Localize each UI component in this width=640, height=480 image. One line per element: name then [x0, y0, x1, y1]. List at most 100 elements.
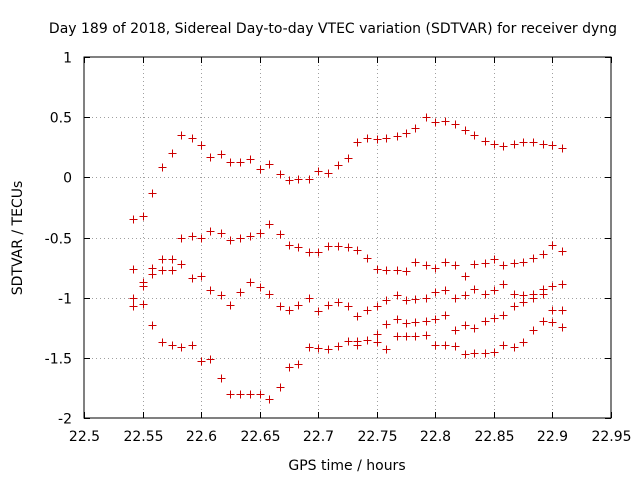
data-point [324, 169, 333, 178]
x-tick-labels: 22.5 22.55 22.6 22.65 22.7 22.75 22.8 22.85 22.9… [69, 429, 632, 445]
data-point [246, 278, 255, 287]
data-point [402, 129, 411, 138]
data-point [265, 290, 274, 299]
data-point [294, 175, 303, 184]
data-point [363, 134, 372, 143]
data-point [344, 154, 353, 163]
data-point [490, 140, 499, 149]
data-point [177, 260, 186, 269]
data-point [481, 137, 490, 146]
data-point [411, 332, 420, 341]
data-point [470, 285, 479, 294]
data-point [344, 302, 353, 311]
data-point [265, 220, 274, 229]
data-point [276, 302, 285, 311]
data-point [510, 140, 519, 149]
data-point [276, 383, 285, 392]
data-point [548, 318, 557, 327]
data-point [519, 138, 528, 147]
y-tick-label: -2 [58, 412, 72, 428]
data-point [276, 170, 285, 179]
series-5 [344, 317, 567, 359]
data-point [548, 306, 557, 315]
data-point [246, 390, 255, 399]
data-point [422, 331, 431, 340]
data-point [353, 246, 362, 255]
data-point [558, 323, 567, 332]
y-tick-label: 0.5 [50, 111, 72, 127]
data-point [411, 318, 420, 327]
x-tick-label: 22.8 [420, 429, 451, 445]
data-point [499, 142, 508, 151]
data-point [314, 344, 323, 353]
data-point [519, 291, 528, 300]
data-point [236, 158, 245, 167]
data-point [334, 342, 343, 351]
data-point [158, 338, 167, 347]
data-point [334, 161, 343, 170]
data-point [393, 315, 402, 324]
data-point [334, 242, 343, 251]
data-point [402, 267, 411, 276]
data-point [510, 343, 519, 352]
data-point [294, 301, 303, 310]
data-point [441, 341, 450, 350]
data-point [499, 261, 508, 270]
x-tick-label: 22.65 [240, 429, 280, 445]
x-axis-label: GPS time / hours [288, 458, 405, 474]
data-point [226, 390, 235, 399]
data-point [461, 350, 470, 359]
data-point [393, 132, 402, 141]
grid-lines [84, 57, 611, 418]
data-point [411, 124, 420, 133]
data-point [158, 163, 167, 172]
data-point [470, 324, 479, 333]
data-point [548, 282, 557, 291]
data-point [226, 301, 235, 310]
data-point [510, 290, 519, 299]
data-point [470, 260, 479, 269]
data-point [285, 306, 294, 315]
data-point [188, 274, 197, 283]
data-point [285, 176, 294, 185]
axis-ticks [84, 57, 612, 419]
data-point [529, 254, 538, 263]
data-point [490, 286, 499, 295]
data-point [206, 355, 215, 364]
data-point [236, 288, 245, 297]
data-point [461, 126, 470, 135]
data-point [411, 258, 420, 267]
data-point [451, 342, 460, 351]
data-point [148, 321, 157, 330]
y-tick-label: -1.5 [45, 352, 72, 368]
series-3 [129, 260, 567, 321]
data-point [139, 212, 148, 221]
data-point [344, 243, 353, 252]
data-point [470, 349, 479, 358]
data-point [168, 341, 177, 350]
data-point [285, 241, 294, 250]
data-point [422, 261, 431, 270]
data-point [373, 302, 382, 311]
data-point [294, 243, 303, 252]
data-point [548, 141, 557, 150]
data-point [217, 150, 226, 159]
y-tick-label: 1 [63, 51, 72, 67]
data-point [539, 317, 548, 326]
data-point [431, 341, 440, 350]
y-tick-label: -0.5 [45, 232, 72, 248]
data-point [510, 259, 519, 268]
data-point [206, 153, 215, 162]
data-point [265, 395, 274, 404]
data-point [499, 280, 508, 289]
data-point [451, 120, 460, 129]
data-point [363, 336, 372, 345]
data-point [382, 320, 391, 329]
data-point [441, 258, 450, 267]
data-point [402, 296, 411, 305]
data-point [382, 134, 391, 143]
data-point [558, 144, 567, 153]
data-point [431, 264, 440, 273]
data-point [236, 390, 245, 399]
